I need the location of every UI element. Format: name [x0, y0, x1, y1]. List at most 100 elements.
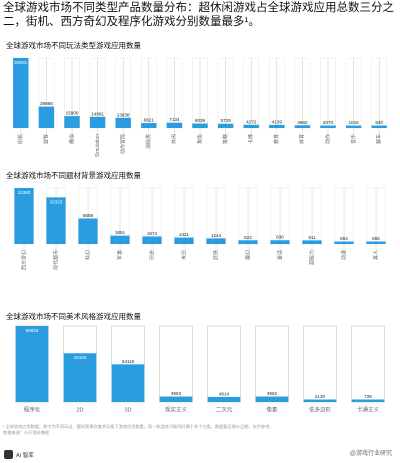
- bar-value-label: 5729: [220, 118, 231, 123]
- category-label: 卡牌: [248, 134, 255, 144]
- bar-track: [351, 325, 385, 403]
- bar-value-label: 93591: [14, 60, 27, 65]
- bar: [38, 106, 55, 128]
- bar-value-label: 811: [308, 235, 316, 240]
- bar: [270, 240, 290, 244]
- bar-value-label: 68826: [26, 328, 39, 333]
- bar-value-label: 28666: [40, 101, 53, 106]
- bar-value-label: 555: [372, 236, 380, 241]
- bar-value-label: 2070: [323, 120, 334, 125]
- bar-value-label: 6039: [195, 118, 206, 123]
- bar: [269, 124, 285, 128]
- watermark: @游戏行业研究: [349, 451, 392, 457]
- bar-value-label: 822: [244, 235, 252, 240]
- bar-value-label: 1851: [115, 230, 126, 235]
- chart-1-gameplay: 93591 街机 28666 益智 15900 模拟 14961 Simulation 1363…: [12, 57, 388, 157]
- chart-3-art-style: 68826 程序化 44163 2D 34116 3D 4963 现实主义 4614 二次元 496…: [15, 325, 385, 413]
- category-label: 现代都市: [52, 250, 59, 270]
- category-label: 真人: [372, 250, 379, 260]
- bar: [89, 116, 106, 128]
- bar: [320, 125, 336, 128]
- logo-icon: [4, 450, 13, 459]
- category-label: 休闲: [171, 134, 178, 144]
- chart-3-title: 全球游戏市场不同美术风格游戏应用数量: [6, 312, 141, 321]
- bar: [302, 240, 322, 244]
- bar-value-label: 14961: [91, 111, 104, 116]
- footer-source: 数据来源：公开资料整理: [3, 430, 50, 435]
- bar: [46, 197, 66, 244]
- bar-value-label: 13638: [117, 112, 130, 117]
- category-label: 童话: [276, 250, 283, 260]
- bar: [174, 237, 194, 244]
- category-label: 超能力: [308, 250, 315, 265]
- category-label: 末日: [180, 250, 187, 260]
- bar: [63, 353, 97, 402]
- bar: [345, 125, 362, 128]
- chart-2-title: 全球游戏市场不同题材背景游戏应用数量: [6, 171, 141, 180]
- bar-value-label: 1674: [147, 231, 158, 236]
- bar: [110, 235, 130, 244]
- bar-value-label: 4963: [171, 391, 182, 396]
- bar: [351, 399, 385, 402]
- bar-value-label: 2120: [315, 394, 326, 399]
- category-label: 现实主义: [165, 405, 188, 413]
- category-label: 模拟: [68, 134, 75, 144]
- bar-value-label: 728: [364, 394, 372, 399]
- bar-value-label: 34116: [122, 359, 135, 364]
- bar: [207, 396, 241, 402]
- category-label: 街机: [17, 134, 24, 144]
- category-label: 魔幻: [244, 250, 251, 260]
- category-label: 消除类: [145, 134, 152, 149]
- bar: [166, 122, 183, 128]
- bar-value-label: 44163: [74, 355, 87, 360]
- bar: [142, 236, 162, 244]
- bar-value-label: 4614: [219, 391, 230, 396]
- category-label: 策略: [222, 134, 229, 144]
- footer-note-text: ¹ 全球游戏应用数据，数字为不同玩法、题材背景及美术风格下游戏应用数量，同一款游…: [3, 424, 274, 429]
- bar-value-label: 4139: [272, 119, 283, 124]
- category-label: 动作: [324, 134, 331, 144]
- bar: [294, 125, 311, 128]
- bar: [192, 123, 208, 128]
- bar-value-label: 554: [340, 236, 348, 241]
- category-label: 历史: [148, 250, 155, 260]
- bar: [206, 238, 226, 244]
- bar: [371, 125, 387, 128]
- category-label: 动作冒险: [120, 134, 127, 154]
- bar: [334, 241, 354, 244]
- bar: [255, 396, 289, 402]
- category-label: 角色: [196, 134, 203, 144]
- category-label: 赛车: [376, 134, 383, 144]
- bar: [243, 124, 259, 128]
- category-label: 程序化: [24, 405, 41, 413]
- bar-value-label: 1421: [179, 232, 190, 237]
- chart-2-theme: 12390 西方奇幻 10325 现代都市 5658 科幻 1851 军事 1674 历史 1421…: [14, 187, 386, 270]
- category-label: 2D: [76, 407, 83, 413]
- category-label: 像素: [266, 405, 278, 413]
- category-label: 卡通主义: [357, 405, 380, 413]
- bar-value-label: 12390: [18, 190, 31, 195]
- bar-value-label: 5658: [83, 213, 94, 218]
- bar-value-label: 7134: [169, 117, 180, 122]
- category-label: 音乐: [350, 134, 357, 144]
- category-label: 二次元: [216, 405, 233, 413]
- bar: [15, 326, 49, 402]
- bar: [13, 58, 29, 128]
- bar-value-label: 4272: [246, 119, 257, 124]
- category-label: 3D: [124, 407, 131, 413]
- category-label: 动漫: [340, 250, 347, 260]
- page-headline: 全球游戏市场不同类型产品数量分布：超休闲游戏占全球游戏应用总数三分之二，街机、西…: [3, 2, 394, 28]
- category-label: 益智: [43, 134, 50, 144]
- brand-logo: AI 智库: [4, 450, 34, 459]
- bar: [64, 116, 80, 128]
- bar: [303, 399, 337, 402]
- bar-value-label: 6621: [144, 118, 155, 123]
- bar: [217, 123, 234, 128]
- category-label: 军事: [116, 250, 123, 260]
- category-label: 教育: [273, 134, 280, 144]
- bar: [14, 188, 34, 244]
- category-label: 科幻: [84, 250, 91, 260]
- logo-text: AI 智库: [16, 452, 34, 459]
- bar-value-label: 10325: [50, 199, 63, 204]
- bar-track: [303, 325, 337, 403]
